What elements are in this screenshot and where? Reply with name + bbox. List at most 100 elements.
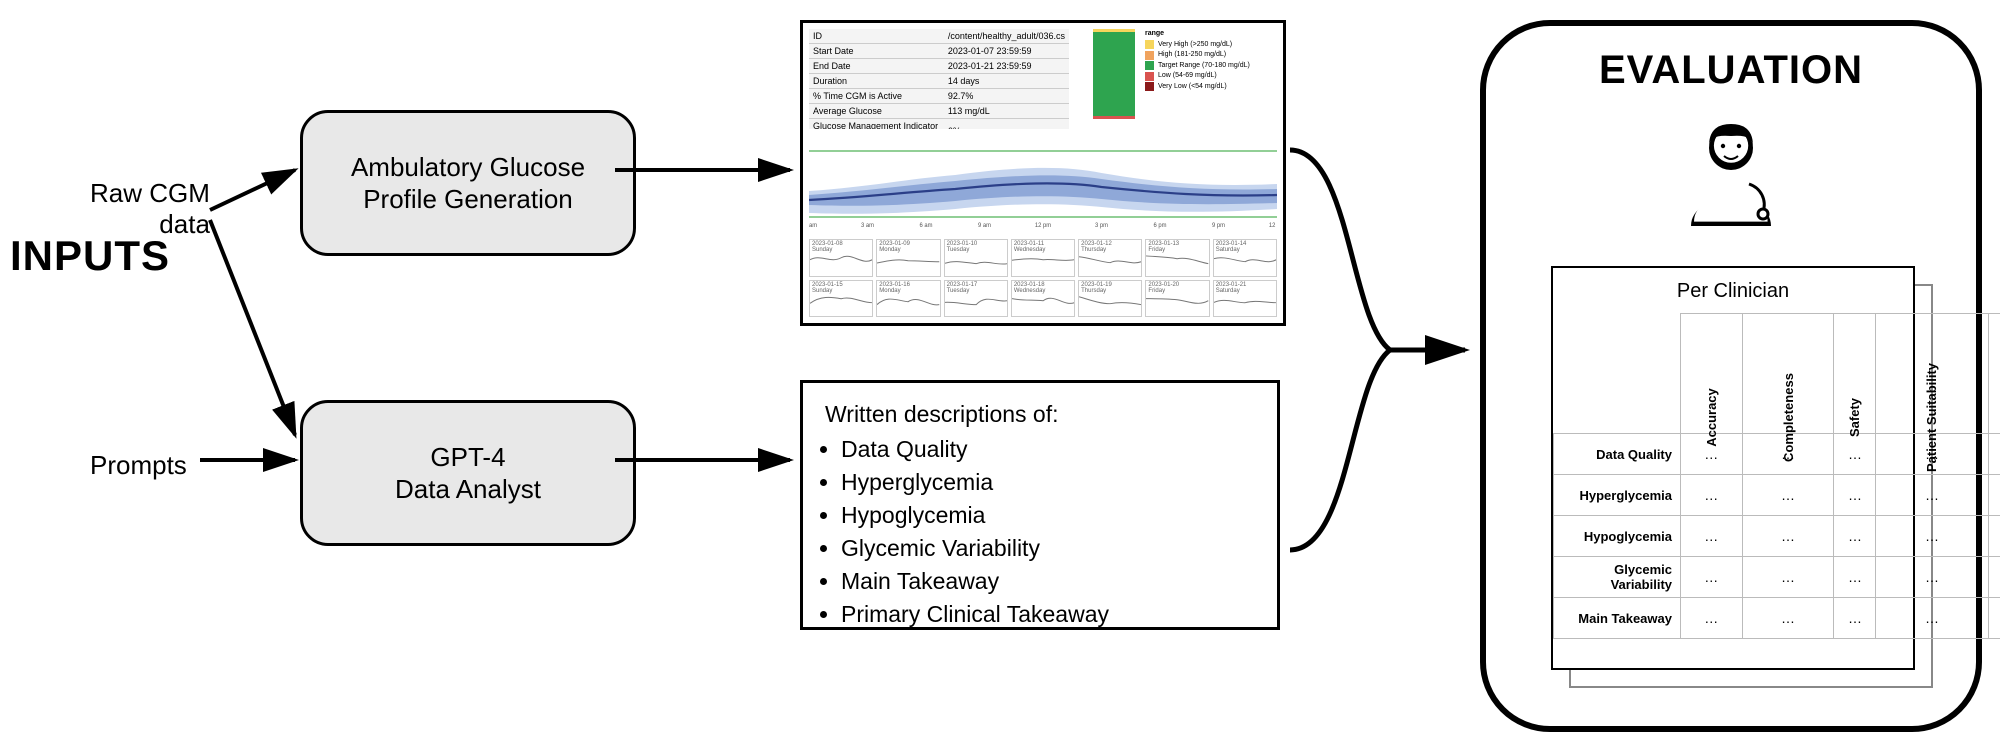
eval-col-header: Accuracy xyxy=(1681,314,1743,434)
daily-cell: 2023-01-14Saturday xyxy=(1213,239,1277,277)
eval-cell: … xyxy=(1988,475,2000,516)
agp-row-value: 2023-01-07 23:59:59 xyxy=(944,44,1069,59)
agp-row-value: /content/healthy_adult/036.cs xyxy=(944,29,1069,44)
arrow-rawcgm-to-gpt xyxy=(210,220,310,455)
eval-cell: … xyxy=(1876,516,1988,557)
tir-legend-label: High (181-250 mg/dL) xyxy=(1158,50,1226,61)
agp-row-label: Duration xyxy=(809,74,944,89)
eval-cell: … xyxy=(1988,516,2000,557)
eval-table-front: Per Clinician AccuracyCompletenessSafety… xyxy=(1551,266,1915,670)
prompts-label: Prompts xyxy=(90,450,187,481)
eval-cell: … xyxy=(1681,516,1743,557)
daily-cell: 2023-01-19Thursday xyxy=(1078,280,1142,318)
eval-col-header: Clinician Suitability xyxy=(1988,314,2000,434)
eval-cell: … xyxy=(1988,557,2000,598)
descriptions-panel: Written descriptions of: Data Quality Hyp… xyxy=(800,380,1280,630)
description-item: Data Quality xyxy=(841,436,1255,463)
agp-row-value: 113 mg/dL xyxy=(944,104,1069,119)
description-item: Main Takeaway xyxy=(841,568,1255,595)
svg-text:9 am: 9 am xyxy=(978,223,991,229)
agp-report-panel: ID/content/healthy_adult/036.csStart Dat… xyxy=(800,20,1286,326)
eval-row-header: Main Takeaway xyxy=(1554,598,1681,639)
svg-text:12 am: 12 am xyxy=(809,223,817,229)
svg-text:3 am: 3 am xyxy=(861,223,874,229)
daily-cell: 2023-01-13Friday xyxy=(1145,239,1209,277)
daily-cell: 2023-01-16Monday xyxy=(876,280,940,318)
arrow-gpt-to-desc xyxy=(615,450,805,475)
daily-cell: 2023-01-10Tuesday xyxy=(944,239,1008,277)
descriptions-title: Written descriptions of: xyxy=(825,401,1255,428)
agp-row-value: 14 days xyxy=(944,74,1069,89)
eval-cell: … xyxy=(1681,557,1743,598)
eval-cell: … xyxy=(1988,598,2000,639)
agp-row-label: Average Glucose xyxy=(809,104,944,119)
evaluation-panel: EVALUATION Per Clinician Accuracy xyxy=(1480,20,1982,732)
evaluation-title: EVALUATION xyxy=(1486,48,1976,93)
svg-text:9 pm: 9 pm xyxy=(1212,223,1225,229)
eval-col-header: Safety xyxy=(1834,314,1876,434)
agp-row-label: Start Date xyxy=(809,44,944,59)
svg-text:3 pm: 3 pm xyxy=(1095,223,1108,229)
gpt4-analyst-box: GPT-4Data Analyst xyxy=(300,400,636,546)
svg-text:12 am: 12 am xyxy=(1269,223,1277,229)
diagram-canvas: INPUTS Raw CGMdata Prompts Ambulatory Gl… xyxy=(0,0,2000,746)
eval-cell: … xyxy=(1834,557,1876,598)
eval-rubric-table: AccuracyCompletenessSafetyPatient Suitab… xyxy=(1553,313,2000,639)
eval-cell: … xyxy=(1681,598,1743,639)
description-item: Hyperglycemia xyxy=(841,469,1255,496)
agp-row-label: End Date xyxy=(809,59,944,74)
agp-daily-grid: 2023-01-08Sunday 2023-01-09Monday 2023-0… xyxy=(809,239,1277,317)
daily-cell: 2023-01-20Friday xyxy=(1145,280,1209,318)
daily-cell: 2023-01-15Sunday xyxy=(809,280,873,318)
eval-cell: … xyxy=(1834,475,1876,516)
svg-text:6 am: 6 am xyxy=(920,223,933,229)
eval-row-header: GlycemicVariability xyxy=(1554,557,1681,598)
eval-cell: … xyxy=(1742,516,1834,557)
brace-combine xyxy=(1290,120,1480,585)
arrow-agp-to-report xyxy=(615,160,805,185)
eval-row-header: Hyperglycemia xyxy=(1554,475,1681,516)
tir-legend-label: Very Low (<54 mg/dL) xyxy=(1158,82,1227,93)
daily-cell: 2023-01-21Saturday xyxy=(1213,280,1277,318)
eval-row-header: Hypoglycemia xyxy=(1554,516,1681,557)
description-item: Hypoglycemia xyxy=(841,502,1255,529)
descriptions-list: Data Quality Hyperglycemia Hypoglycemia Gly… xyxy=(841,436,1255,628)
eval-cell: … xyxy=(1742,557,1834,598)
eval-cell: … xyxy=(1834,598,1876,639)
svg-text:12 pm: 12 pm xyxy=(1035,223,1051,229)
eval-row-header: Data Quality xyxy=(1554,434,1681,475)
agp-generation-box: Ambulatory GlucoseProfile Generation xyxy=(300,110,636,256)
eval-cell: … xyxy=(1876,475,1988,516)
tir-legend-label: Target Range (70-180 mg/dL) xyxy=(1158,61,1250,72)
eval-col-header: Completeness xyxy=(1742,314,1834,434)
agp-main-chart: 12 am 3 am 6 am 9 am 12 pm 3 pm 6 pm 9 pm 12 am xyxy=(809,129,1277,229)
eval-table-title: Per Clinician xyxy=(1553,280,1913,303)
tir-bar xyxy=(1093,29,1135,119)
tir-legend: rangeVery High (>250 mg/dL)High (181-250… xyxy=(1145,29,1250,92)
daily-cell: 2023-01-08Sunday xyxy=(809,239,873,277)
tir-legend-label: Very High (>250 mg/dL) xyxy=(1158,40,1232,51)
eval-cell: … xyxy=(1834,434,1876,475)
eval-cell: … xyxy=(1742,475,1834,516)
agp-row-value: 92.7% xyxy=(944,89,1069,104)
eval-cell: … xyxy=(1742,598,1834,639)
time-in-range-chart: rangeVery High (>250 mg/dL)High (181-250… xyxy=(1083,29,1273,119)
clinician-icon xyxy=(1671,116,1791,236)
agp-row-label: ID xyxy=(809,29,944,44)
agp-row-label: % Time CGM is Active xyxy=(809,89,944,104)
daily-cell: 2023-01-09Monday xyxy=(876,239,940,277)
description-item: Primary Clinical Takeaway xyxy=(841,601,1255,628)
description-item: Glycemic Variability xyxy=(841,535,1255,562)
daily-cell: 2023-01-17Tuesday xyxy=(944,280,1008,318)
arrow-prompts-to-gpt xyxy=(200,450,310,475)
eval-cell: … xyxy=(1876,557,1988,598)
eval-col-header: Patient Suitability xyxy=(1876,314,1988,434)
daily-cell: 2023-01-18Wednesday xyxy=(1011,280,1075,318)
eval-cell: … xyxy=(1834,516,1876,557)
agp-row-value: 2023-01-21 23:59:59 xyxy=(944,59,1069,74)
daily-cell: 2023-01-11Wednesday xyxy=(1011,239,1075,277)
eval-cell: … xyxy=(1681,475,1743,516)
eval-table-stack: Per Clinician AccuracyCompletenessSafety… xyxy=(1551,266,1911,666)
eval-cell: … xyxy=(1876,598,1988,639)
svg-text:6 pm: 6 pm xyxy=(1154,223,1167,229)
